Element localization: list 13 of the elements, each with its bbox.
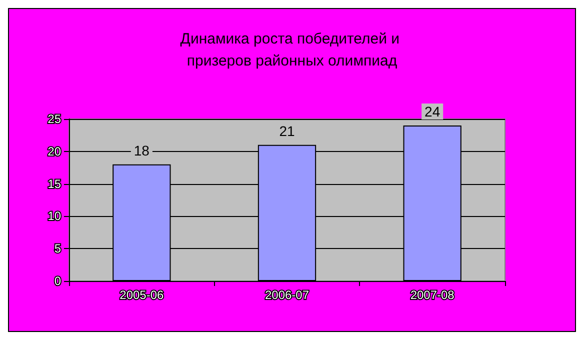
y-tick-label: 25 [48,112,62,126]
x-tick-label: 2007-08 [410,288,455,302]
chart-title: Динамика роста победителей и призеров районных олимпиад [180,30,404,70]
data-label: 18 [134,142,150,158]
x-tick-label: 2005-06 [120,288,164,302]
data-label: 24 [424,103,440,120]
y-tick-label: 0 [54,274,62,288]
y-tick-label: 5 [54,242,62,256]
y-tick-label: 10 [48,209,62,224]
data-label: 21 [279,122,295,139]
y-tick-label: 15 [48,176,62,191]
x-tick-label: 2006-07 [264,288,310,302]
y-tick-label: 20 [48,144,62,158]
